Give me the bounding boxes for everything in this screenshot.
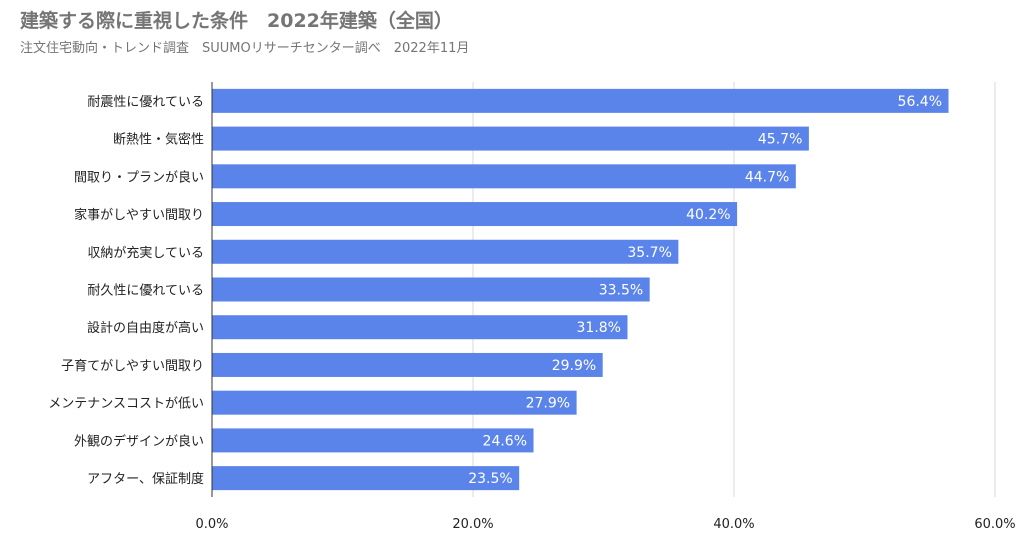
bar-value-label: 24.6%	[483, 433, 527, 449]
bars: 56.4% 45.7% 44.7% 40.2% 35.7% 33.5% 31.8% 29.9%…	[212, 88, 949, 491]
category-label: 外観のデザインが良い	[74, 433, 204, 449]
category-label: 子育てがしやすい間取り	[61, 358, 204, 374]
bar	[212, 277, 650, 302]
x-tick-label: 60.0%	[974, 517, 1015, 532]
bar	[212, 390, 577, 415]
bar	[212, 202, 738, 227]
bar	[212, 126, 809, 151]
bar	[212, 315, 628, 340]
bar-value-label: 44.7%	[745, 169, 789, 185]
x-tick-label: 20.0%	[452, 517, 493, 532]
bar-value-label: 31.8%	[577, 320, 621, 336]
bar-value-label: 29.9%	[552, 358, 596, 374]
category-label: 設計の自由度が高い	[87, 320, 204, 336]
bar-value-label: 56.4%	[898, 94, 942, 110]
category-label: 耐久性に優れている	[87, 284, 204, 299]
x-tick-label: 0.0%	[195, 517, 228, 532]
category-label: アフター、保証制度	[87, 471, 204, 487]
bar	[212, 466, 520, 491]
category-label: 収納が充実している	[87, 245, 204, 261]
bar-value-label: 35.7%	[627, 245, 671, 261]
category-label: 家事がしやすい間取り	[74, 207, 204, 223]
x-axis-tick-labels: 0.0% 20.0% 40.0% 60.0%	[195, 517, 1015, 532]
bar	[212, 428, 534, 453]
bar	[212, 352, 603, 377]
bar-value-label: 23.5%	[468, 471, 512, 487]
gridlines	[211, 82, 996, 497]
chart-title: 建築する際に重視した条件 2022年建築（全国）	[20, 10, 453, 32]
category-label: メンテナンスコストが低い	[48, 397, 204, 412]
category-labels: 耐震性に優れている断熱性・気密性間取り・プランが良い家事がしやすい間取り収納が充…	[48, 95, 204, 487]
bar-value-label: 40.2%	[686, 207, 730, 223]
category-label: 断熱性・気密性	[113, 132, 204, 148]
bar-value-label: 33.5%	[599, 283, 643, 299]
bar-value-label: 45.7%	[758, 132, 802, 148]
bar	[212, 239, 679, 264]
bar	[212, 164, 796, 189]
x-tick-label: 40.0%	[713, 517, 754, 532]
category-label: 耐震性に優れている	[87, 95, 204, 110]
chart-subtitle: 注文住宅動向・トレンド調査 SUUMOリサーチセンター調べ 2022年11月	[20, 41, 470, 56]
bar	[212, 88, 949, 113]
category-label: 間取り・プランが良い	[74, 169, 204, 185]
bar-value-label: 27.9%	[526, 396, 570, 412]
